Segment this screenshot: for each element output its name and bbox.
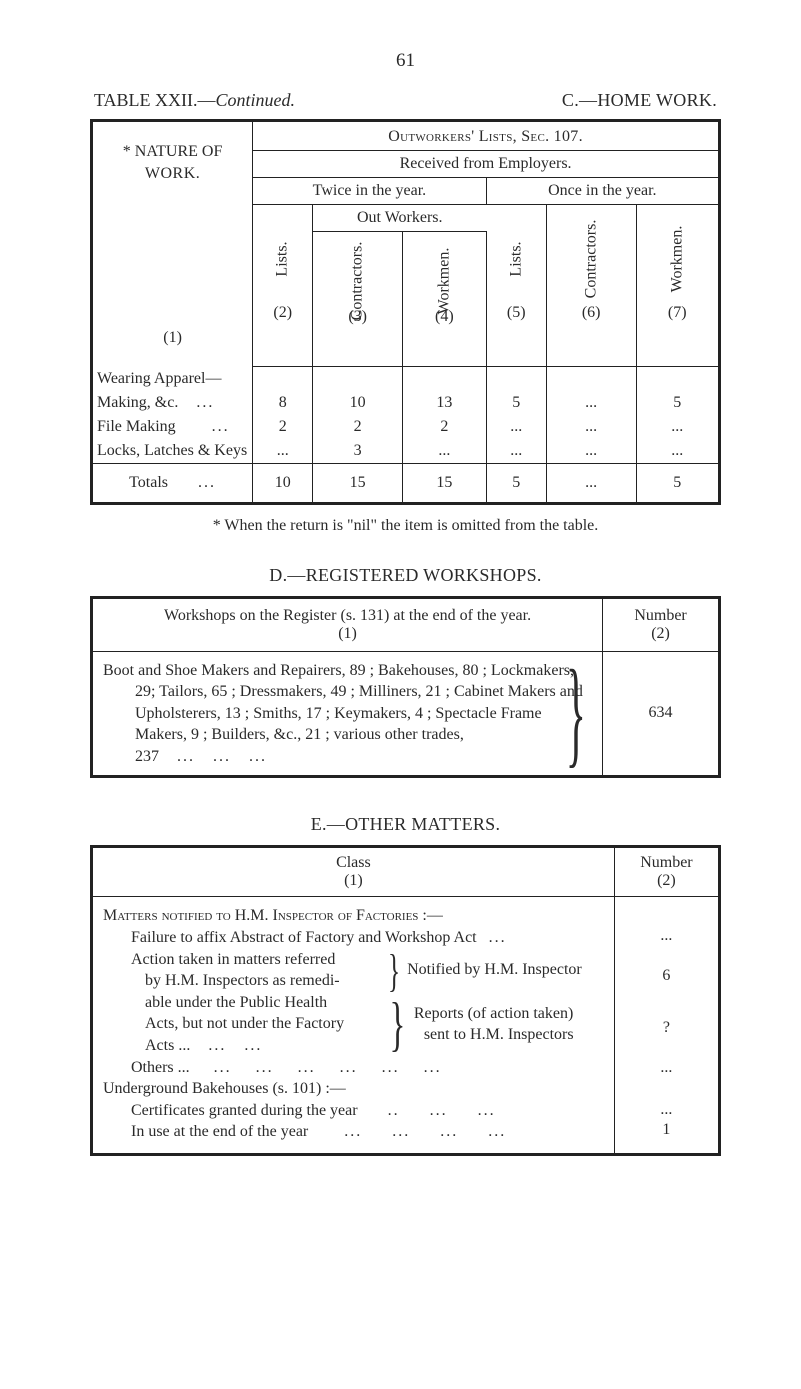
table-row: File Making ... 2 2 2 ... ... ... [92, 415, 720, 439]
caption-mid: Continued. [216, 90, 296, 110]
row-label: File Making [97, 418, 176, 435]
val-certs: ... [619, 1101, 714, 1121]
cell: 10 [313, 391, 403, 415]
val-others: ... [619, 1059, 714, 1079]
cell: 10 [253, 463, 313, 503]
e-grp2-l2: sent to H.M. Inspectors [414, 1024, 604, 1046]
out-workers-header: Out Workers. [313, 205, 486, 232]
e-inuse: In use at the end of the year [131, 1123, 308, 1140]
e-underground: Underground Bakehouses (s. 101) :— [103, 1078, 604, 1100]
e-matters-line: Matters notified to H.M. Inspector of Fa… [103, 905, 604, 927]
row-label: Making, &c. [97, 394, 178, 411]
ellipsis: ... [178, 394, 214, 411]
d-body: Boot and Shoe Makers and Repairers, 89 ;… [103, 660, 592, 768]
d-header-left-num: (1) [103, 625, 592, 643]
cell: ... [546, 439, 636, 464]
table1-caption: TABLE XXII.—Continued. C.—HOME WORK. [90, 90, 721, 111]
e-header-right-num: (2) [621, 872, 712, 890]
caption-left: TABLE XXII.— [94, 90, 216, 110]
cell: 8 [253, 391, 313, 415]
col7-num: (7) [641, 304, 715, 322]
e-grp1-l5: Acts ... [145, 1037, 190, 1054]
work-label: WORK. [101, 163, 244, 185]
val-reports: ? [619, 1019, 714, 1039]
totals-label: Totals [129, 474, 168, 491]
col1-num: (1) [101, 305, 244, 353]
e-failure: Failure to affix Abstract of Factory and… [131, 929, 477, 946]
val-failure: ... [619, 927, 714, 947]
brace-icon: } [387, 959, 401, 982]
nature-of: * NATURE OF [101, 135, 244, 163]
row-label: Locks, Latches & Keys [92, 439, 253, 464]
cell: ... [546, 391, 636, 415]
col5-label: Lists. [507, 241, 525, 276]
cell: ... [636, 415, 720, 439]
val-inuse: 1 [619, 1121, 714, 1141]
cell: ... [546, 415, 636, 439]
col4-label: Workmen. [435, 248, 453, 315]
ellipsis: ... [168, 474, 216, 491]
e-certs: Certificates granted during the year [131, 1102, 358, 1119]
table1-footnote: * When the return is "nil" the item is o… [90, 517, 721, 535]
d-header-right-num: (2) [613, 625, 708, 643]
table-row: Making, &c. ... 8 10 13 5 ... 5 [92, 391, 720, 415]
cell: ... [486, 439, 546, 464]
e-grp1-l4: Acts, but not under the Factory [131, 1013, 381, 1035]
registered-workshops-table: Workshops on the Register (s. 131) at th… [90, 596, 721, 779]
section-e-title: E.—OTHER MATTERS. [90, 814, 721, 835]
section-d-title: D.—REGISTERED WORKSHOPS. [90, 565, 721, 586]
e-grp1-result: Notified by H.M. Inspector [407, 959, 604, 981]
d-value: 634 [603, 651, 720, 777]
cell: ... [403, 439, 487, 464]
table-row: Wearing Apparel— [92, 367, 720, 391]
cell: 15 [403, 463, 487, 503]
cell: 15 [313, 463, 403, 503]
cell: ... [546, 463, 636, 503]
cell: ... [486, 415, 546, 439]
e-grp1-l1: Action taken in matters referred [131, 949, 381, 971]
table-row: Locks, Latches & Keys ... 3 ... ... ... … [92, 439, 720, 464]
page-number: 61 [90, 50, 721, 72]
col2-num: (2) [257, 304, 308, 322]
received-header: Received from Employers. [253, 151, 720, 178]
e-header-left: Class [99, 854, 608, 872]
col5-num: (5) [491, 304, 542, 322]
col2-label: Lists. [274, 241, 292, 276]
e-header-right: Number [621, 854, 712, 872]
d-header-right: Number [613, 607, 708, 625]
col6-label: Contractors. [582, 219, 600, 298]
cell: 5 [636, 391, 720, 415]
outworkers-header: Outworkers' Lists, Sec. 107. [253, 121, 720, 151]
cell: 2 [313, 415, 403, 439]
e-grp1-l3: able under the Public Health [131, 992, 381, 1014]
totals-row: Totals ... 10 15 15 5 ... 5 [92, 463, 720, 503]
cell: ... [636, 439, 720, 464]
d-header-left: Workshops on the Register (s. 131) at th… [103, 607, 592, 625]
e-header-left-num: (1) [99, 872, 608, 890]
val-notified: 6 [619, 967, 714, 987]
cell: 5 [486, 463, 546, 503]
other-matters-table: Class (1) Number (2) Matters notified to… [90, 845, 721, 1156]
twice-header: Twice in the year. [253, 178, 487, 205]
col7-label: Workmen. [668, 225, 686, 292]
e-grp1-l2: by H.M. Inspectors as remedi- [131, 970, 381, 992]
col6-num: (6) [551, 304, 632, 322]
cell: 5 [486, 391, 546, 415]
cell: 3 [313, 439, 403, 464]
brace-icon: } [388, 1009, 406, 1039]
cell: ... [253, 439, 313, 464]
ellipsis: ... [176, 418, 230, 435]
cell: 2 [253, 415, 313, 439]
home-work-table: * NATURE OF WORK. (1) Outworkers' Lists,… [90, 119, 721, 505]
e-others: Others ... [131, 1059, 190, 1076]
once-header: Once in the year. [486, 178, 719, 205]
cell: 2 [403, 415, 487, 439]
e-grp2-l1: Reports (of action taken) [414, 1003, 604, 1025]
cell: 13 [403, 391, 487, 415]
caption-right: C.—HOME WORK. [562, 90, 717, 111]
col3-label: Contractors. [349, 242, 367, 321]
row-label: Wearing Apparel— [92, 367, 253, 391]
cell: 5 [636, 463, 720, 503]
